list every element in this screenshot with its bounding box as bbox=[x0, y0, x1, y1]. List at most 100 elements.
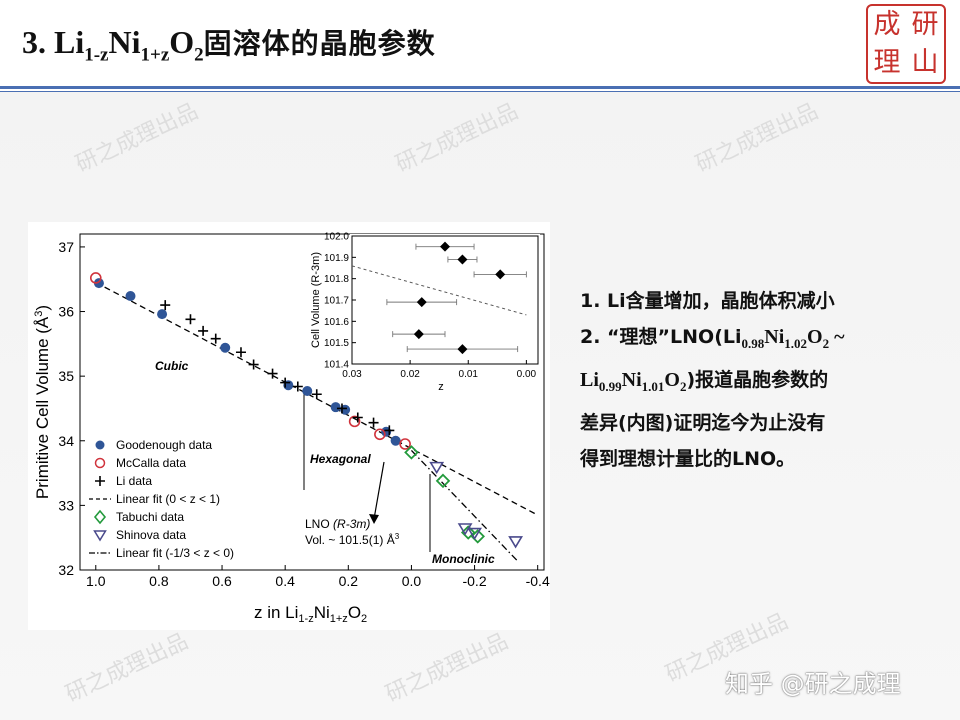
inset-point bbox=[416, 297, 427, 308]
legend-marker-shinova bbox=[93, 530, 107, 542]
lno-vol-text: Vol. ~ 101.5(1) Å bbox=[305, 532, 395, 547]
li-point bbox=[368, 417, 379, 428]
inset-point bbox=[440, 241, 450, 252]
data-points bbox=[89, 272, 524, 549]
lno-vol-sup: 3 bbox=[395, 532, 400, 541]
inset-x-tick-label: 0.02 bbox=[400, 369, 420, 380]
title-chinese: 固溶体的晶胞参数 bbox=[203, 27, 436, 60]
inset-background bbox=[350, 234, 540, 374]
inset-y-axis-title: Cell Volume (R-3m) bbox=[310, 252, 322, 348]
legend-label: Linear fit (-1/3 < z < 0) bbox=[116, 546, 234, 560]
region-label-cubic: Cubic bbox=[155, 359, 189, 373]
x-tick-label: 0.6 bbox=[212, 573, 232, 589]
mccalla-point bbox=[374, 428, 386, 441]
note-line-1: 1. Li含量增加，晶胞体积减小 bbox=[580, 290, 835, 312]
tabuchi-point bbox=[470, 529, 485, 544]
note-sub: 0.98 bbox=[741, 336, 765, 351]
legend-label: Li data bbox=[116, 474, 152, 488]
inset-point bbox=[495, 269, 506, 280]
li-point bbox=[160, 300, 171, 311]
lno-arrow bbox=[373, 461, 385, 520]
title-sub: 1+z bbox=[140, 44, 170, 66]
cell-volume-chart: 1.0 0.8 0.6 0.4 0.2 0.0 -0.2 -0.4 32 33 34 35 36 37 C… bbox=[28, 222, 550, 630]
x-title-sub: 1+z bbox=[330, 613, 348, 625]
legend-marker-mccalla bbox=[94, 457, 106, 469]
fit-line bbox=[410, 450, 520, 563]
mccalla-point bbox=[399, 438, 411, 450]
legend-label: Goodenough data bbox=[116, 438, 212, 452]
goodenough-point bbox=[390, 435, 401, 446]
seal-char: 理 bbox=[873, 47, 901, 78]
note-sub: 2 bbox=[679, 379, 687, 394]
fit-lines bbox=[95, 281, 538, 563]
notes-text: 1. Li含量增加，晶胞体积减小 2. “理想”LNO(Li0.98Ni1.02… bbox=[580, 283, 950, 477]
inset-axes: 0.03 0.02 0.01 0.00 101.4 101.5 101.6 101.7 101.… bbox=[324, 232, 537, 381]
y-title-text: Primitive Cell Volume (Å bbox=[33, 316, 52, 499]
legend-marker-li bbox=[95, 476, 105, 486]
li-point bbox=[336, 403, 347, 414]
lno-annotation: LNO (R-3m) bbox=[305, 517, 370, 531]
lno-arrowhead bbox=[369, 514, 379, 524]
note-text: O bbox=[807, 326, 823, 348]
note-sub: 1.02 bbox=[784, 336, 807, 351]
y-tick-label: 36 bbox=[58, 304, 74, 320]
x-tick-label: 1.0 bbox=[86, 573, 106, 589]
note-sub: 0.99 bbox=[598, 379, 622, 394]
lno-label: LNO bbox=[305, 517, 330, 531]
y-tick-label: 34 bbox=[58, 433, 74, 449]
title-rule bbox=[0, 86, 960, 89]
inset-y-tick-label: 101.5 bbox=[324, 338, 349, 349]
inset-x-axis-title: z bbox=[438, 381, 444, 393]
slide-title: 3. Li1-zNi1+zO2固溶体的晶胞参数 bbox=[22, 22, 436, 66]
y-tick-label: 37 bbox=[58, 239, 74, 255]
main-axes: 1.0 0.8 0.6 0.4 0.2 0.0 -0.2 -0.4 32 33 34 35 36 37 bbox=[58, 239, 550, 589]
legend-marker-goodenough bbox=[95, 440, 105, 450]
li-point bbox=[235, 347, 246, 358]
inset-plot: 0.03 0.02 0.01 0.00 101.4 101.5 101.6 101.7 101.… bbox=[310, 232, 540, 393]
title-text: Ni bbox=[108, 24, 141, 60]
region-label-monoclinic: Monoclinic bbox=[432, 552, 495, 566]
note-text: Ni bbox=[764, 326, 785, 348]
note-sub: 1.01 bbox=[641, 379, 665, 394]
inset-y-tick-label: 101.8 bbox=[324, 274, 349, 285]
note-line-4: 差异(内图)证明迄今为止没有 bbox=[580, 412, 826, 434]
y-tick-label: 32 bbox=[58, 562, 74, 578]
mccalla-point bbox=[348, 415, 361, 428]
note-text: Ni bbox=[621, 369, 642, 391]
inset-y-tick-label: 101.6 bbox=[324, 317, 349, 328]
li-point bbox=[280, 377, 291, 388]
li-point bbox=[185, 314, 196, 325]
x-title-sub: 2 bbox=[361, 613, 367, 625]
y-axis-title: Primitive Cell Volume (Å3) bbox=[33, 305, 52, 499]
goodenough-point bbox=[157, 309, 168, 320]
legend: Goodenough data McCalla data Li data Lin… bbox=[89, 438, 234, 560]
shinova-point bbox=[429, 461, 445, 475]
title-rule-thin bbox=[0, 91, 960, 92]
x-title-text: z in Li bbox=[254, 603, 298, 622]
zhihu-credit: 知乎 @研之成理 bbox=[725, 670, 901, 698]
goodenough-point bbox=[220, 342, 231, 353]
lno-space-group: (R-3m) bbox=[333, 517, 370, 531]
x-tick-label: 0.2 bbox=[339, 573, 359, 589]
inset-y-tick-label: 102.0 bbox=[324, 232, 349, 243]
x-title-sub: 1-z bbox=[298, 613, 313, 625]
tabuchi-point bbox=[404, 445, 419, 460]
plot-frame bbox=[79, 233, 545, 571]
legend-label: Linear fit (0 < z < 1) bbox=[116, 492, 220, 506]
inset-x-tick-label: 0.00 bbox=[517, 369, 537, 380]
goodenough-point bbox=[93, 278, 104, 289]
inset-point bbox=[457, 254, 468, 265]
note-line-2: 2. “理想”LNO(Li0.98Ni1.02O2 ~ bbox=[580, 319, 950, 362]
li-point bbox=[292, 381, 303, 392]
inset-point bbox=[413, 329, 424, 340]
li-point bbox=[311, 389, 322, 400]
x-tick-label: -0.2 bbox=[462, 573, 486, 589]
x-axis-title: z in Li1-zNi1+zO2 bbox=[254, 603, 367, 625]
y-tick-label: 33 bbox=[58, 497, 74, 513]
goodenough-point bbox=[330, 402, 341, 413]
inset-y-tick-label: 101.7 bbox=[324, 296, 349, 307]
legend-label: Tabuchi data bbox=[116, 510, 184, 524]
inset-fit-line bbox=[351, 265, 527, 316]
title-sub: 1-z bbox=[84, 44, 109, 66]
